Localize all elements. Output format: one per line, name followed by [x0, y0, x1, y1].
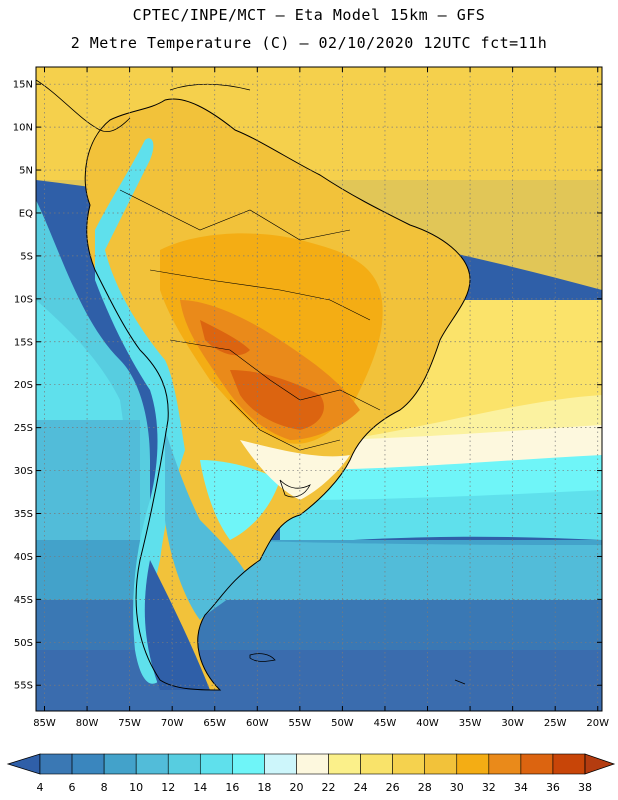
colorbar-label: 4	[37, 781, 44, 794]
colorbar-swatch	[296, 753, 329, 775]
colorbar-label: 32	[482, 781, 496, 794]
colorbar-swatch	[199, 753, 233, 775]
colorbar-label: 34	[514, 781, 528, 794]
lon-label: 50W	[331, 718, 354, 729]
lat-label: 5S	[20, 251, 33, 262]
colorbar-label: 18	[257, 781, 271, 794]
colorbar: 4 6 8 10 12 14 16 18 20 22 24 26 28 30 32 34 36 38	[6, 753, 616, 794]
lon-label: 30W	[501, 718, 524, 729]
lon-label: 85W	[33, 718, 56, 729]
lon-label: 75W	[118, 718, 141, 729]
lon-label: 55W	[289, 718, 312, 729]
lon-label: 70W	[161, 718, 184, 729]
map-frame	[35, 66, 603, 712]
colorbar-label: 14	[193, 781, 207, 794]
lon-label: 20W	[586, 718, 609, 729]
colorbar-label: 24	[354, 781, 368, 794]
lat-label: 10N	[13, 123, 33, 134]
colorbar-label: 28	[418, 781, 432, 794]
colorbar-label: 30	[450, 781, 464, 794]
colorbar-swatch	[103, 753, 137, 775]
colorbar-swatch	[71, 753, 105, 775]
colorbar-swatch	[328, 753, 361, 775]
map-subtitle: 2 Metre Temperature (C) – 02/10/2020 12U…	[70, 34, 548, 52]
colorbar-label: 16	[225, 781, 239, 794]
lat-label: 5N	[19, 166, 33, 177]
colorbar-swatch	[135, 753, 169, 775]
latitude-labels: 15N 10N 5N EQ 5S 10S 15S 20S 25S 30S 35S 40S 45S 50S 5…	[13, 80, 33, 692]
colorbar-label: 8	[101, 781, 108, 794]
lat-label: 55S	[14, 681, 33, 692]
lat-label: 15S	[14, 337, 33, 348]
colorbar-swatch	[360, 753, 393, 775]
lon-label: 40W	[416, 718, 439, 729]
colorbar-swatch	[392, 753, 426, 775]
colorbar-swatch	[264, 753, 297, 775]
lat-label: 15N	[13, 80, 33, 91]
lat-label: 10S	[14, 294, 33, 305]
lon-label: 45W	[374, 718, 397, 729]
lon-label: 35W	[459, 718, 482, 729]
lat-label: 30S	[14, 466, 33, 477]
lat-label: 50S	[14, 638, 33, 649]
colorbar-swatch	[167, 753, 201, 775]
graticule	[36, 67, 602, 711]
lon-label: 65W	[203, 718, 226, 729]
lat-label: 45S	[14, 595, 33, 606]
map-field	[36, 67, 602, 711]
colorbar-label: 10	[129, 781, 143, 794]
colorbar-label: 38	[578, 781, 592, 794]
lat-label: 35S	[14, 509, 33, 520]
longitude-labels: 85W 80W 75W 70W 65W 60W 55W 50W 45W 40W 35W 30W 25W 2…	[33, 718, 609, 729]
colorbar-swatch	[39, 753, 73, 775]
colorbar-label: 6	[69, 781, 76, 794]
lat-label: EQ	[19, 208, 33, 219]
lat-label: 20S	[14, 380, 33, 391]
colorbar-label: 22	[322, 781, 336, 794]
colorbar-swatch	[424, 753, 458, 775]
colorbar-low-arrow	[6, 753, 41, 775]
colorbar-label: 12	[161, 781, 175, 794]
colorbar-swatch	[232, 753, 265, 775]
colorbar-swatch	[456, 753, 490, 775]
lon-label: 25W	[544, 718, 567, 729]
lat-label: 25S	[14, 423, 33, 434]
colorbar-swatch	[488, 753, 522, 775]
map-title: CPTEC/INPE/MCT – Eta Model 15km – GFS	[132, 6, 486, 24]
colorbar-swatch	[520, 753, 554, 775]
colorbar-label: 20	[289, 781, 303, 794]
colorbar-high-arrow	[584, 753, 616, 775]
colorbar-label: 36	[546, 781, 560, 794]
lon-label: 60W	[246, 718, 269, 729]
lat-label: 40S	[14, 552, 33, 563]
colorbar-swatch	[552, 753, 586, 775]
lon-label: 80W	[76, 718, 99, 729]
colorbar-label: 26	[386, 781, 400, 794]
